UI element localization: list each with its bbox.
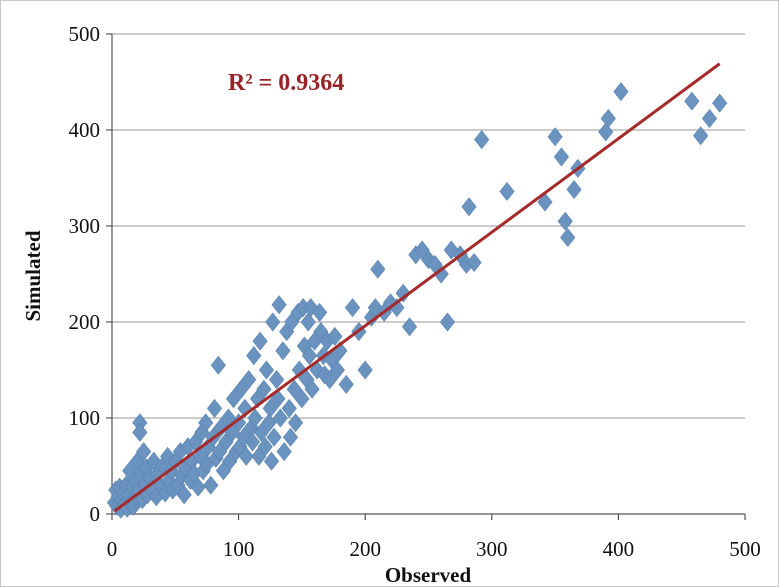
- x-tick-label-100: 100: [223, 537, 255, 561]
- data-point: [253, 422, 269, 442]
- data-point: [268, 370, 285, 390]
- data-point: [210, 355, 226, 375]
- data-point: [132, 422, 148, 442]
- data-point: [265, 312, 281, 332]
- data-point: [329, 360, 345, 380]
- data-point: [357, 360, 373, 380]
- data-point: [291, 360, 307, 380]
- data-point: [560, 228, 576, 248]
- data-point: [287, 413, 304, 433]
- data-point: [613, 82, 629, 102]
- y-axis-title: Simulated: [21, 230, 45, 321]
- data-point: [136, 442, 152, 462]
- data-point: [258, 360, 275, 380]
- data-point: [198, 413, 214, 433]
- data-point: [238, 446, 254, 466]
- data-point: [246, 346, 262, 366]
- data-point: [553, 147, 570, 167]
- grid-lines: [112, 33, 745, 419]
- y-tick-label-0: 0: [90, 502, 101, 526]
- axes: [106, 33, 746, 520]
- tick-labels: 0 100 200 300 400 500 0 100 200 300 400 500: [69, 22, 761, 561]
- data-point: [693, 126, 709, 146]
- data-point: [271, 295, 287, 315]
- data-point: [322, 370, 338, 390]
- data-point: [206, 398, 223, 418]
- data-point: [262, 398, 278, 418]
- data-point: [272, 408, 288, 428]
- data-point: [236, 427, 252, 447]
- data-point: [225, 389, 242, 409]
- y-tick-label-500: 500: [69, 22, 101, 46]
- data-point: [257, 437, 273, 457]
- data-point: [261, 413, 277, 433]
- y-tick-label-300: 300: [69, 214, 101, 238]
- data-point: [557, 211, 573, 231]
- data-point: [300, 312, 316, 332]
- data-point: [276, 442, 292, 462]
- data-point: [312, 302, 328, 322]
- data-point: [203, 475, 219, 495]
- data-point: [213, 418, 229, 438]
- data-point: [684, 91, 700, 111]
- data-point: [327, 326, 343, 346]
- data-point: [241, 370, 257, 390]
- data-point: [598, 122, 614, 142]
- data-point: [294, 389, 310, 409]
- data-point: [281, 398, 297, 418]
- data-point: [338, 374, 354, 394]
- data-point: [252, 331, 268, 351]
- y-tick-label-400: 400: [69, 118, 101, 142]
- r-squared-annotation: R² = 0.9364: [228, 70, 344, 96]
- data-point: [266, 427, 282, 447]
- data-point: [244, 432, 261, 452]
- data-point: [701, 108, 718, 128]
- data-point: [344, 298, 361, 318]
- data-point: [401, 317, 418, 337]
- y-tick-label-100: 100: [69, 406, 101, 430]
- data-point: [439, 312, 456, 332]
- data-point: [263, 451, 280, 471]
- data-point: [395, 283, 411, 303]
- data-point: [282, 427, 299, 447]
- data-point: [461, 197, 477, 217]
- data-point: [256, 379, 272, 399]
- data-point: [304, 379, 320, 399]
- data-point: [566, 180, 582, 200]
- data-point: [712, 93, 728, 113]
- data-point: [286, 379, 302, 399]
- data-point: [547, 127, 563, 147]
- data-point: [190, 477, 206, 497]
- data-point: [600, 108, 616, 128]
- data-point: [275, 341, 291, 361]
- x-tick-label-0: 0: [107, 537, 118, 561]
- data-point: [301, 346, 318, 366]
- data-point: [233, 379, 249, 399]
- data-point: [474, 130, 490, 150]
- x-axis-title: Observed: [385, 563, 472, 587]
- data-point: [499, 181, 515, 201]
- x-tick-label-200: 200: [349, 537, 381, 561]
- data-point: [433, 264, 449, 284]
- data-point: [176, 485, 192, 505]
- data-point: [466, 252, 482, 272]
- x-tick-label-400: 400: [603, 537, 635, 561]
- data-point: [537, 192, 553, 212]
- x-tick-label-500: 500: [729, 537, 761, 561]
- trendline-layer: [113, 62, 721, 513]
- trendline: [113, 62, 721, 513]
- data-point: [247, 408, 263, 428]
- y-tick-label-200: 200: [69, 310, 101, 334]
- x-tick-label-300: 300: [476, 537, 508, 561]
- data-point: [370, 259, 386, 279]
